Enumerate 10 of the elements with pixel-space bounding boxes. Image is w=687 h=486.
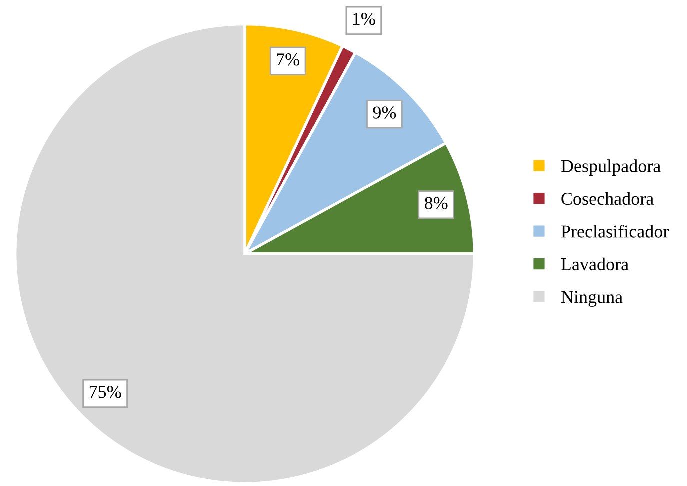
legend-label: Preclasificador <box>561 224 670 238</box>
legend-label: Cosechadora <box>562 192 654 206</box>
legend-label: Despulpadora <box>561 160 661 176</box>
data-label: 9% <box>373 106 396 119</box>
data-label: 1% <box>353 13 376 26</box>
legend-label: Ninguna <box>561 291 623 308</box>
data-label: 8% <box>424 197 448 210</box>
data-label: 7% <box>277 54 300 66</box>
data-label: 75% <box>90 386 122 398</box>
legend-label: Lavadora <box>561 258 629 271</box>
